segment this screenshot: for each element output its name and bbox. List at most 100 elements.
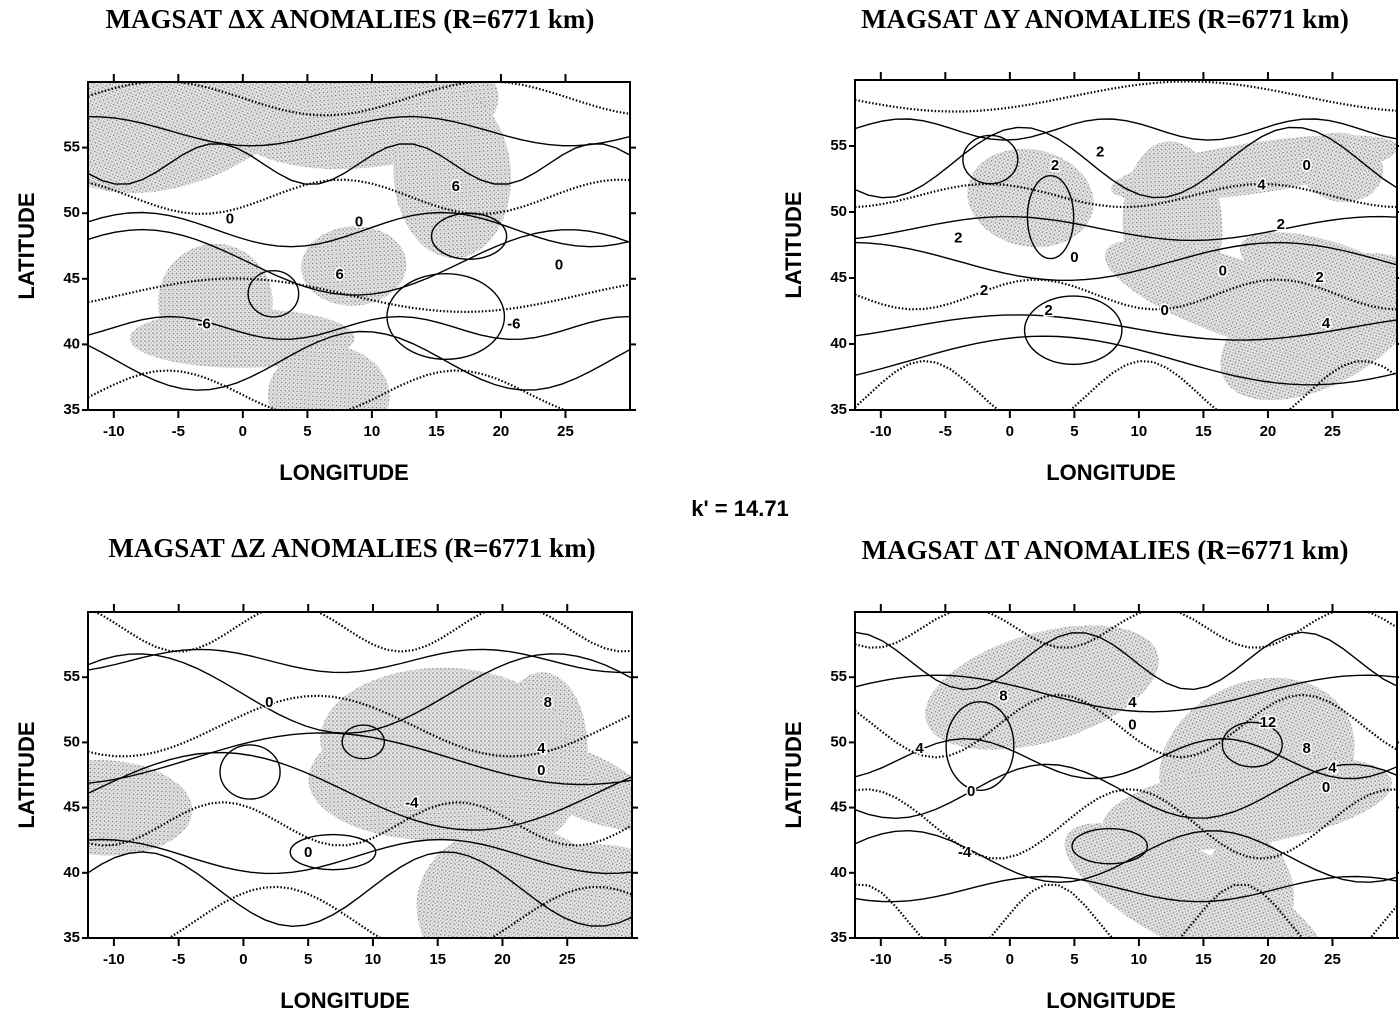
contour-line — [855, 693, 1397, 759]
contour-label: 4 — [915, 740, 924, 757]
x-tick-label: 0 — [239, 951, 247, 968]
contour-label: 2 — [1051, 157, 1059, 174]
contour-label: 2 — [1277, 216, 1285, 233]
contour-label: 8 — [999, 688, 1007, 705]
plot-frame — [854, 611, 1398, 939]
y-tick-label: 40 — [830, 864, 847, 881]
x-tick-label: 5 — [1070, 951, 1078, 968]
contour-label: 0 — [537, 762, 545, 779]
y-tick-label: 40 — [830, 335, 847, 352]
contour-label: 2 — [954, 229, 962, 246]
contour-label: 0 — [1219, 262, 1227, 279]
contour-loop — [1023, 295, 1123, 366]
x-tick-label: -5 — [939, 951, 952, 968]
contour-line — [88, 851, 632, 928]
contour-line — [88, 653, 632, 734]
contour-line — [855, 126, 1397, 199]
panel: -10 -5 0 5 10 15 20 25 35 40 45 50 55 MAGSAT ΔX ANOMA… — [14, 4, 636, 485]
x-tick-label: 5 — [303, 423, 311, 440]
y-tick-label: 55 — [830, 137, 847, 154]
contour-loop — [1221, 721, 1283, 768]
contour-line — [166, 885, 632, 938]
y-tick-label: 45 — [830, 799, 847, 816]
shaded-region — [158, 243, 273, 362]
x-tick-label: 20 — [494, 951, 511, 968]
contour-label: 2 — [1044, 302, 1052, 319]
contour-line — [855, 118, 1397, 141]
contour-label: 2 — [1315, 269, 1323, 286]
contour-line — [855, 80, 1397, 113]
contour-label: 4 — [1128, 694, 1137, 711]
contour-loop — [386, 273, 506, 361]
x-tick-label: 25 — [559, 951, 576, 968]
x-tick-label: 0 — [1006, 423, 1014, 440]
contour-line — [855, 612, 1397, 649]
contour-line — [855, 314, 1397, 341]
x-tick-label: 20 — [1260, 423, 1277, 440]
contour-line — [855, 737, 1397, 780]
x-axis-label: LONGITUDE — [280, 988, 410, 1013]
contour-label: 0 — [1128, 716, 1136, 733]
shaded-region — [393, 90, 511, 259]
contour-line — [88, 315, 630, 341]
contour-label: 0 — [226, 211, 234, 228]
contour-label: 4 — [537, 740, 546, 757]
contour-loop — [219, 744, 281, 800]
x-tick-label: 0 — [239, 423, 247, 440]
y-axis-label: LATITUDE — [781, 721, 806, 828]
contour-line — [855, 241, 1397, 281]
contour-line — [855, 215, 1397, 242]
contour-loop — [341, 724, 386, 760]
x-tick-label: -10 — [870, 423, 892, 440]
contour-line — [88, 751, 632, 831]
y-tick-label: 50 — [830, 733, 847, 750]
contour-label: -6 — [197, 316, 210, 333]
contour-label: 12 — [1260, 714, 1277, 731]
contour-line — [855, 674, 1397, 713]
contour-line — [88, 801, 632, 847]
contour-line — [88, 115, 630, 147]
shaded-region — [1104, 239, 1362, 357]
x-tick-label: -10 — [103, 951, 125, 968]
contour-label: 0 — [1070, 249, 1078, 266]
contour-label: 0 — [967, 783, 975, 800]
y-axis-label: LATITUDE — [14, 192, 39, 299]
contour-label: 0 — [355, 213, 363, 230]
contour-label: -4 — [958, 844, 972, 861]
x-tick-label: -5 — [172, 951, 185, 968]
x-tick-label: 20 — [1260, 951, 1277, 968]
y-tick-label: 50 — [63, 733, 80, 750]
contour-label: 0 — [304, 844, 312, 861]
contour-label: 0 — [265, 694, 273, 711]
contour-label: 0 — [1302, 157, 1310, 174]
plot-area — [855, 80, 1397, 410]
x-tick-label: 10 — [364, 423, 381, 440]
contour-label: -4 — [405, 795, 419, 812]
contour-label: 0 — [1161, 302, 1169, 319]
contour-label: 2 — [980, 282, 988, 299]
plot-frame — [854, 79, 1398, 411]
y-tick-label: 40 — [63, 864, 80, 881]
shaded-region — [267, 345, 390, 410]
chart-title: MAGSAT ΔT ANOMALIES (R=6771 km) — [862, 535, 1349, 565]
plot-area — [88, 612, 632, 938]
y-tick-label: 55 — [830, 668, 847, 685]
plot-frame — [87, 611, 633, 939]
contour-line — [88, 732, 632, 786]
contour-line — [88, 228, 630, 296]
y-tick-label: 50 — [830, 203, 847, 220]
shaded-region — [301, 226, 407, 306]
contour-loop — [430, 212, 508, 260]
y-tick-label: 45 — [63, 799, 80, 816]
x-tick-label: 25 — [1324, 423, 1341, 440]
contour-loop — [289, 833, 377, 871]
x-axis-label: LONGITUDE — [1046, 460, 1176, 485]
x-tick-label: 15 — [1195, 423, 1212, 440]
x-tick-label: -10 — [870, 951, 892, 968]
contour-line — [855, 875, 1397, 903]
y-tick-label: 35 — [63, 401, 80, 418]
contour-label: 0 — [555, 257, 563, 274]
y-tick-label: 35 — [63, 929, 80, 946]
y-tick-label: 35 — [830, 401, 847, 418]
